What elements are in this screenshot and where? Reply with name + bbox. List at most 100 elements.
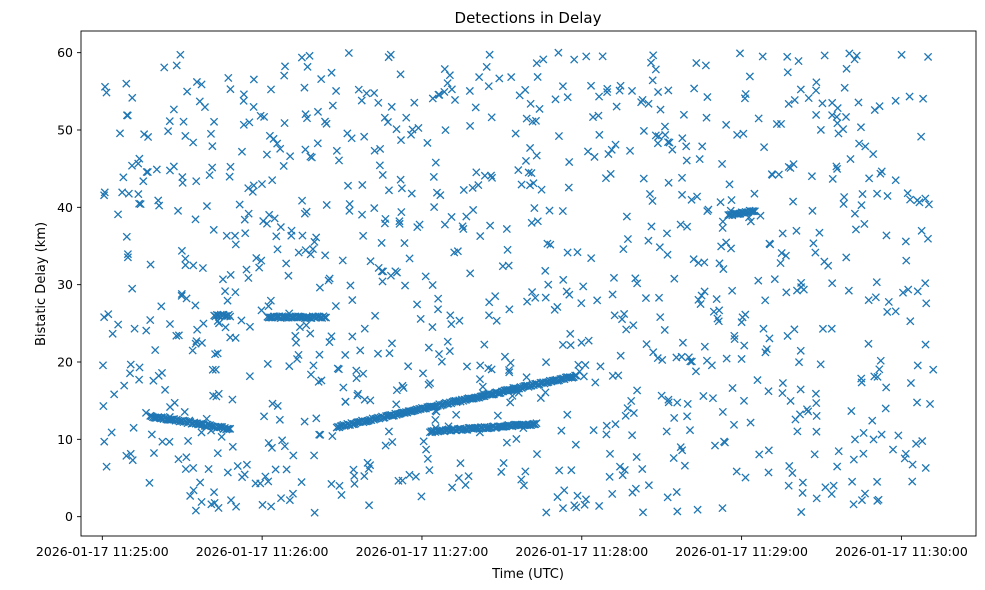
detection-point — [302, 321, 311, 330]
detection-point — [115, 129, 125, 138]
detection-point — [303, 62, 312, 71]
detection-point — [226, 85, 235, 94]
detection-point — [377, 238, 386, 247]
detection-point — [239, 90, 248, 99]
detection-point — [617, 315, 627, 324]
detection-point — [413, 300, 422, 309]
detection-point — [526, 99, 535, 108]
detection-point — [842, 64, 851, 73]
detection-point — [522, 114, 531, 123]
detection-point — [644, 236, 653, 245]
detection-point — [812, 78, 821, 87]
detection-point — [860, 489, 870, 498]
detection-point — [632, 452, 641, 462]
detection-point — [514, 166, 523, 175]
detection-point — [657, 391, 666, 400]
detection-point — [918, 437, 927, 446]
detection-point — [615, 462, 625, 471]
detection-point — [204, 465, 213, 474]
detection-point — [753, 376, 762, 385]
detection-point — [602, 421, 611, 430]
detection-point — [633, 279, 642, 288]
detection-point — [206, 129, 216, 138]
detection-point — [620, 465, 629, 475]
detection-point — [370, 88, 379, 98]
detection-point — [553, 302, 562, 312]
detection-point — [756, 211, 765, 220]
detection-point — [924, 200, 933, 209]
detection-point — [145, 478, 154, 487]
detection-point — [261, 472, 270, 481]
detection-point — [487, 173, 497, 182]
detection-point — [566, 329, 575, 338]
detection-point — [275, 415, 284, 424]
detection-point — [147, 430, 156, 439]
detection-point — [268, 176, 277, 185]
detection-point — [128, 456, 137, 465]
detection-point — [213, 449, 222, 458]
detection-point — [350, 471, 359, 480]
detection-point — [828, 111, 837, 120]
detection-point — [598, 52, 607, 61]
y-tick-label: 60 — [57, 45, 73, 60]
detection-point — [396, 175, 405, 184]
detection-point — [418, 369, 428, 378]
detection-point — [354, 85, 363, 94]
detection-point — [255, 263, 264, 272]
detection-point — [334, 156, 344, 165]
detection-point — [315, 283, 324, 292]
detection-point — [242, 265, 251, 274]
detection-point — [646, 58, 656, 67]
detection-point — [472, 168, 481, 177]
detection-point — [341, 397, 350, 406]
detection-point — [531, 293, 540, 302]
detection-point — [195, 97, 204, 106]
detection-point — [683, 412, 692, 421]
detection-point — [222, 231, 231, 240]
detection-point — [875, 102, 884, 111]
detection-point — [384, 427, 394, 436]
detection-point — [360, 395, 369, 404]
detection-point — [268, 399, 277, 408]
detection-point — [230, 231, 240, 240]
detection-point — [308, 245, 317, 254]
detection-point — [573, 491, 582, 500]
detection-point — [848, 477, 857, 486]
detection-point — [252, 253, 261, 263]
detection-point — [638, 464, 647, 474]
detection-point — [582, 52, 591, 61]
detection-point — [380, 113, 389, 122]
track-point — [320, 313, 329, 322]
detection-point — [710, 441, 720, 450]
detection-point — [189, 138, 198, 147]
detection-point — [832, 112, 841, 121]
detection-point — [399, 383, 408, 393]
detection-point — [197, 497, 206, 506]
detection-point — [433, 305, 443, 314]
detection-point — [784, 162, 793, 171]
detection-point — [833, 164, 842, 173]
detection-point — [486, 171, 496, 180]
detection-point — [791, 415, 800, 424]
detection-point — [921, 279, 930, 288]
detection-point — [739, 396, 749, 405]
detection-point — [619, 245, 628, 254]
detection-point — [637, 98, 646, 107]
detection-point — [796, 385, 805, 394]
detection-point — [505, 368, 514, 377]
detection-point — [313, 139, 322, 148]
detection-point — [644, 481, 653, 490]
x-tick-label: 2026-01-17 11:29:00 — [675, 544, 808, 559]
detection-point — [191, 339, 200, 348]
detection-point — [608, 489, 617, 498]
detection-point — [680, 461, 689, 470]
detection-point — [777, 248, 786, 258]
detection-point — [662, 229, 672, 238]
detection-point — [245, 322, 255, 331]
detection-point — [506, 398, 515, 407]
detection-point — [700, 287, 709, 296]
detection-point — [503, 245, 512, 254]
detection-point — [870, 105, 879, 115]
detection-point — [857, 378, 866, 387]
